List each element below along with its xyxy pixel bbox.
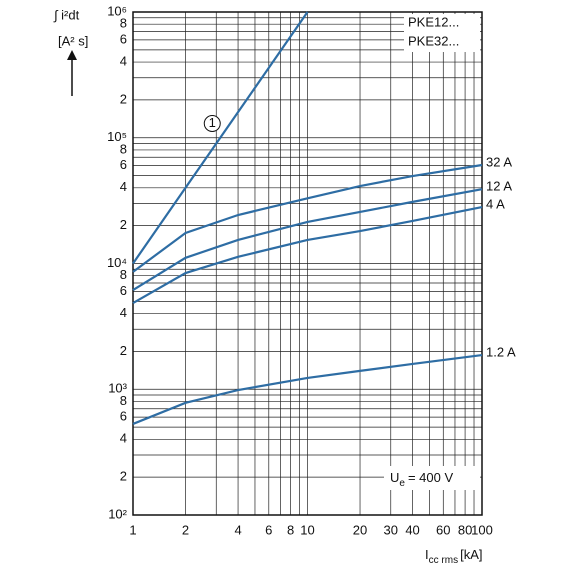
x-axis-label: Icc rms [kA] — [425, 547, 482, 565]
x-tick-label: 1 — [129, 522, 136, 537]
y-tick-label: 6 — [120, 283, 127, 298]
voltage-value: = 400 V — [408, 470, 454, 485]
series-label: 1.2 A — [486, 345, 516, 360]
y-tick-label: 2 — [120, 217, 127, 232]
annotation: PKE12... — [408, 14, 459, 29]
y-tick-label: 8 — [120, 141, 127, 156]
y-tick-label: 4 — [120, 431, 127, 446]
y-tick-label: 10⁵ — [107, 129, 127, 144]
annotation-box — [404, 14, 480, 52]
annotation: PKE32... — [408, 33, 459, 48]
y-tick-label: 4 — [120, 305, 127, 320]
series-line — [132, 188, 483, 291]
series-line — [132, 205, 483, 304]
x-tick-label: 8 — [287, 522, 294, 537]
y-tick-label: 8 — [120, 267, 127, 282]
x-tick-label: 80 — [458, 522, 472, 537]
x-tick-label: 30 — [384, 522, 398, 537]
series-label: 1 — [209, 115, 216, 130]
x-tick-label: 20 — [353, 522, 367, 537]
voltage-sub: e — [399, 478, 405, 489]
arrow-head — [67, 50, 77, 60]
y-tick-label: 6 — [120, 409, 127, 424]
series-line — [132, 11, 309, 265]
y-tick-label: 2 — [120, 469, 127, 484]
y-tick-label: 10² — [108, 506, 127, 521]
y-tick-label: 4 — [120, 53, 127, 68]
series-label: 12 A — [486, 179, 512, 194]
y-tick-label: 2 — [120, 343, 127, 358]
y-tick-label: 10⁶ — [107, 3, 127, 18]
y-tick-label: 6 — [120, 157, 127, 172]
voltage-symbol: U — [390, 470, 399, 485]
y-tick-label: 10³ — [108, 381, 127, 396]
y-tick-label: 8 — [120, 393, 127, 408]
x-tick-label: 4 — [234, 522, 241, 537]
series-line — [132, 163, 483, 273]
y-tick-label: 6 — [120, 31, 127, 46]
y-axis-unit: [A² s] — [58, 33, 88, 48]
x-tick-label: 6 — [265, 522, 272, 537]
annotation-box — [384, 466, 480, 490]
y-tick-label: 8 — [120, 16, 127, 31]
series-label: 32 A — [486, 154, 512, 169]
y-tick-label: 2 — [120, 91, 127, 106]
x-tick-label: 40 — [405, 522, 419, 537]
y-tick-label: 4 — [120, 179, 127, 194]
x-tick-label: 2 — [182, 522, 189, 537]
x-tick-label: 60 — [436, 522, 450, 537]
series-line — [132, 353, 483, 425]
y-axis-label: ∫ i²dt — [53, 7, 80, 22]
y-tick-label: 10⁴ — [107, 255, 127, 270]
x-tick-label: 100 — [471, 522, 493, 537]
voltage-note: Ue = 400 V — [390, 470, 453, 488]
series-label: 4 A — [486, 197, 505, 212]
label-circle — [203, 115, 221, 133]
x-tick-label: 10 — [300, 522, 314, 537]
